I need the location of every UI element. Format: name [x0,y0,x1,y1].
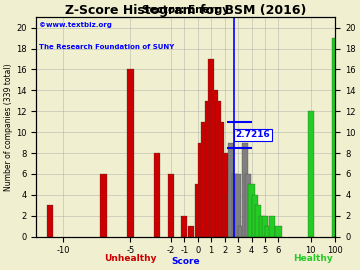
Bar [100,174,107,237]
Text: 2.7216: 2.7216 [235,130,270,139]
Bar [127,69,134,237]
Bar [208,59,214,237]
Bar [205,101,211,237]
Bar [218,122,224,237]
Bar [195,184,201,237]
Bar [275,226,282,237]
Bar [47,205,53,237]
Text: Healthy: Healthy [293,254,333,263]
Bar [245,174,251,237]
Bar [248,184,255,237]
Title: Z-Score Histogram for BSM (2016): Z-Score Histogram for BSM (2016) [65,4,307,17]
Bar [225,195,231,237]
Bar [231,174,238,237]
Bar [215,101,221,237]
Bar [269,216,275,237]
Text: Unhealthy: Unhealthy [104,254,157,263]
Text: Sector: Energy: Sector: Energy [143,5,229,15]
Bar [258,216,265,237]
X-axis label: Score: Score [172,257,200,266]
Bar [211,90,218,237]
Bar [255,205,261,237]
Bar [188,226,194,237]
Bar [238,226,244,237]
Text: ©www.textbiz.org: ©www.textbiz.org [39,22,112,28]
Bar [181,216,187,237]
Bar [235,174,241,237]
Bar [262,216,268,237]
Text: The Research Foundation of SUNY: The Research Foundation of SUNY [39,43,175,49]
Bar [154,153,161,237]
Bar [265,226,271,237]
Bar [201,122,208,237]
Bar [198,143,204,237]
Bar [221,153,228,237]
Y-axis label: Number of companies (339 total): Number of companies (339 total) [4,63,13,191]
Bar [228,143,234,237]
Bar [168,174,174,237]
Bar [242,143,248,237]
Bar [332,38,338,237]
Bar [308,111,314,237]
Bar [252,195,258,237]
